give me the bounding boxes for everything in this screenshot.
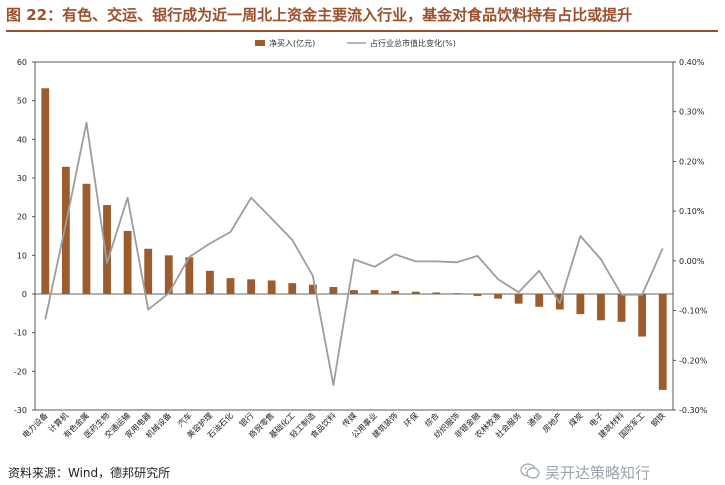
bar-4 bbox=[103, 205, 111, 294]
right-tick-label: 0.10% bbox=[679, 207, 705, 216]
bar-8 bbox=[185, 257, 194, 294]
category-label: 通信 bbox=[525, 410, 543, 428]
bar-28 bbox=[597, 294, 605, 321]
right-axis-ticks: 0.40% 0.30% 0.20% 0.10% 0.00% -0.10% -0.20% -0.… bbox=[673, 58, 708, 415]
left-tick-label: 0 bbox=[22, 290, 27, 299]
category-label: 电子 bbox=[587, 410, 605, 428]
bar-line-chart: 净买入(亿元) 占行业总市值比变化(%) 60 50 40 30 20 10 0 -10 -20… bbox=[14, 38, 708, 440]
legend-swatch-net-buy bbox=[255, 40, 265, 46]
source-note: 资料来源：Wind，德邦研究所 bbox=[8, 466, 171, 480]
bar-13 bbox=[288, 283, 297, 294]
bar-18 bbox=[391, 290, 400, 294]
right-tick-label: -0.10% bbox=[679, 307, 708, 316]
right-tick-label: -0.20% bbox=[679, 356, 708, 365]
bar-9 bbox=[206, 270, 214, 294]
bar-16 bbox=[350, 290, 358, 294]
left-axis-ticks: 60 50 40 30 20 10 0 -10 -20 -30 bbox=[14, 58, 35, 415]
bar-11 bbox=[247, 279, 256, 294]
bar-series bbox=[41, 88, 667, 390]
bar-15 bbox=[329, 287, 338, 294]
left-tick-label: 30 bbox=[17, 174, 27, 183]
right-tick-label: -0.30% bbox=[679, 406, 708, 415]
left-tick-label: -10 bbox=[14, 329, 27, 338]
wechat-icon bbox=[520, 463, 540, 479]
category-label: 传媒 bbox=[340, 410, 358, 428]
left-tick-label: 10 bbox=[17, 251, 27, 260]
category-label: 煤炭 bbox=[566, 410, 584, 428]
bar-25 bbox=[535, 294, 544, 307]
category-label: 房地产 bbox=[540, 410, 564, 434]
bar-21 bbox=[452, 293, 461, 294]
bar-1 bbox=[41, 88, 50, 294]
title-divider bbox=[6, 30, 718, 32]
plot-border bbox=[34, 61, 674, 411]
category-label: 综合 bbox=[422, 410, 440, 428]
right-tick-label: 0.20% bbox=[679, 157, 705, 166]
bar-3 bbox=[82, 183, 91, 294]
bar-7 bbox=[164, 255, 173, 294]
left-tick-label: -20 bbox=[14, 367, 27, 376]
category-label: 环保 bbox=[402, 410, 420, 428]
legend-label-net-buy: 净买入(亿元) bbox=[269, 38, 315, 48]
right-tick-label: 0.00% bbox=[679, 257, 705, 266]
bar-5 bbox=[123, 230, 132, 294]
category-label: 银行 bbox=[237, 410, 255, 428]
bar-31 bbox=[658, 294, 667, 390]
bar-23 bbox=[494, 294, 502, 299]
share-change-line bbox=[44, 121, 664, 387]
bar-24 bbox=[514, 294, 523, 304]
bar-30 bbox=[638, 294, 647, 337]
bar-14 bbox=[308, 284, 317, 294]
bar-27 bbox=[576, 294, 585, 315]
left-tick-label: 20 bbox=[17, 213, 27, 222]
left-tick-label: 60 bbox=[17, 58, 27, 67]
right-tick-label: 0.40% bbox=[679, 58, 705, 67]
bar-6 bbox=[144, 248, 153, 294]
bar-10 bbox=[226, 278, 235, 294]
bar-17 bbox=[370, 290, 379, 294]
watermark-text: 吴开达策略知行 bbox=[545, 464, 651, 482]
bar-2 bbox=[61, 166, 70, 294]
left-tick-label: -30 bbox=[14, 406, 27, 415]
line-series bbox=[44, 121, 664, 387]
left-tick-label: 40 bbox=[17, 135, 27, 144]
bar-29 bbox=[617, 294, 626, 322]
legend-label-share-change: 占行业总市值比变化(%) bbox=[370, 38, 456, 48]
chart-area: 净买入(亿元) 占行业总市值比变化(%) 60 50 40 30 20 10 0 -10 -20… bbox=[0, 34, 725, 464]
right-tick-label: 0.30% bbox=[679, 108, 705, 117]
bar-22 bbox=[473, 294, 482, 296]
bar-12 bbox=[267, 280, 276, 294]
category-label: 钢铁 bbox=[649, 410, 667, 428]
bar-19 bbox=[411, 291, 420, 294]
category-label: 汽车 bbox=[175, 410, 193, 428]
bar-20 bbox=[432, 292, 441, 294]
chart-legend: 净买入(亿元) 占行业总市值比变化(%) bbox=[255, 38, 456, 48]
chart-title: 图 22：有色、交运、银行成为近一周北上资金主要流入行业，基金对食品饮料持有占比… bbox=[6, 6, 633, 24]
left-tick-label: 50 bbox=[17, 97, 27, 106]
